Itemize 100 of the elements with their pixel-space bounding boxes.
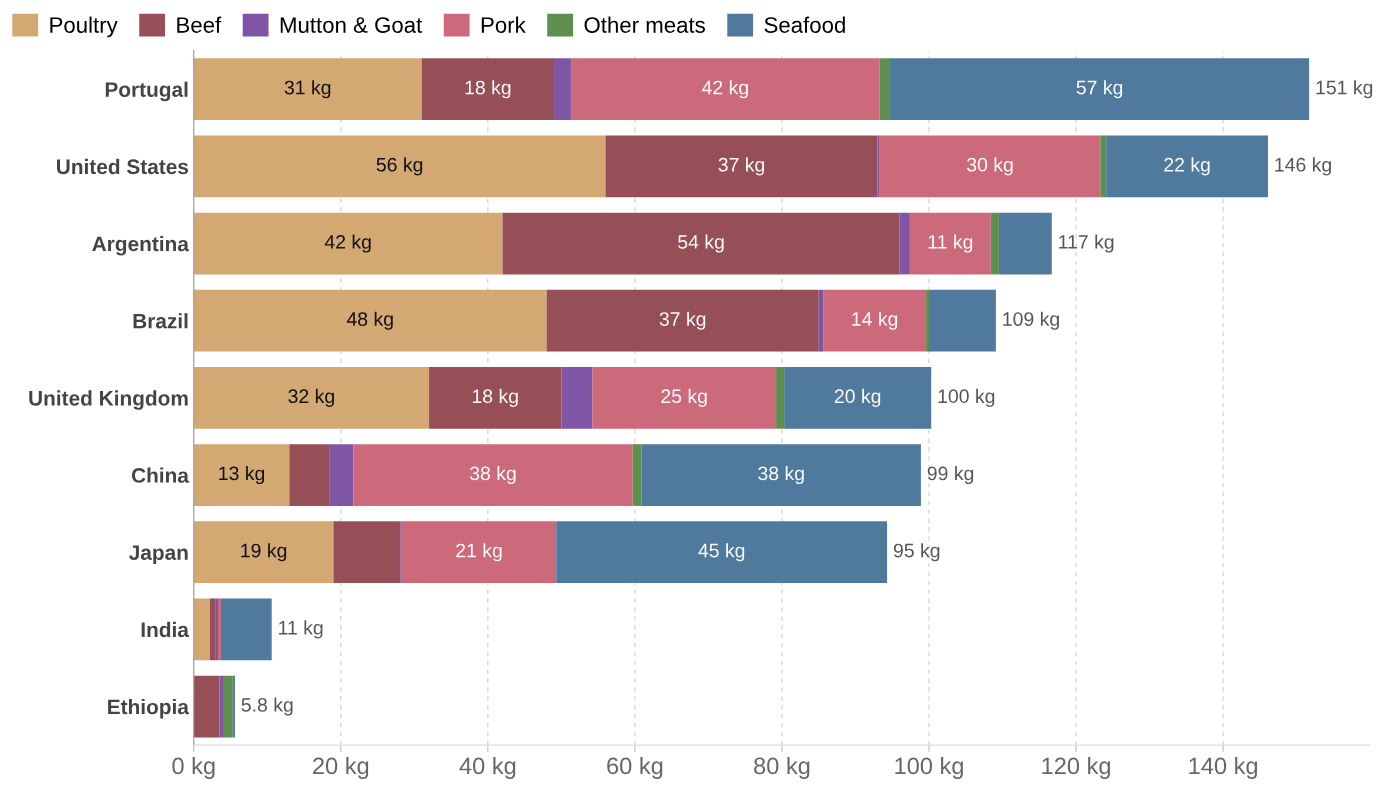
bar (879, 58, 891, 121)
bar (899, 212, 910, 275)
bar (193, 521, 334, 584)
legend-label: Pork (481, 16, 526, 33)
y-tick-label: China (131, 467, 190, 483)
total-label: 11 kg (279, 620, 323, 639)
x-tick-label: 100 kg (895, 756, 963, 779)
bar (401, 521, 557, 584)
bar (554, 58, 571, 121)
bar (990, 212, 999, 275)
data-label: 31 kg (284, 80, 331, 99)
total-label: 5.8 kg (241, 697, 293, 716)
bar (818, 289, 824, 352)
bar (879, 135, 1101, 198)
legend-label: Seafood (764, 16, 845, 33)
bar (776, 367, 785, 429)
bar (209, 598, 216, 661)
data-label: 48 kg (346, 311, 393, 330)
x-tick-label: 60 kg (607, 756, 663, 779)
data-label: 57 kg (1076, 80, 1123, 99)
bar (193, 58, 422, 121)
bar (193, 444, 290, 506)
total-label: 151 kg (1316, 80, 1373, 99)
total-label: 117 kg (1059, 234, 1114, 253)
bar (1106, 135, 1268, 198)
bar (193, 598, 210, 661)
bar (193, 367, 430, 429)
data-label: 18 kg (465, 80, 511, 99)
bar (232, 675, 235, 738)
y-tick-label: Brazil (133, 313, 188, 329)
bar (329, 444, 354, 506)
data-label: 30 kg (967, 157, 1013, 176)
bar (193, 135, 606, 198)
bar (223, 675, 233, 738)
data-label: 19 kg (241, 543, 287, 562)
legend-label: Beef (177, 16, 222, 33)
data-label: 20 kg (834, 388, 881, 407)
bar (333, 521, 401, 584)
y-tick-label: United States (57, 158, 189, 175)
data-label: 38 kg (758, 465, 804, 485)
y-tick-label: Argentina (92, 235, 190, 256)
legend-label: Other meats (584, 16, 705, 33)
bar (1100, 135, 1107, 198)
total-label: 100 kg (938, 388, 995, 407)
data-label: 37 kg (718, 157, 765, 176)
data-label: 45 kg (698, 543, 745, 562)
data-label: 42 kg (324, 234, 371, 253)
x-tick-label: 40 kg (459, 756, 516, 779)
bar (890, 58, 1310, 121)
bar (193, 675, 220, 738)
bar (421, 58, 555, 121)
y-tick-label: India (141, 621, 190, 638)
bar (641, 444, 921, 506)
bar (823, 289, 927, 352)
data-label: 18 kg (472, 388, 518, 407)
x-tick-label: 20 kg (313, 756, 369, 779)
data-label: 11 kg (928, 234, 973, 253)
data-label: 37 kg (659, 311, 706, 330)
x-tick-label: 80 kg (754, 756, 810, 779)
data-label: 56 kg (376, 157, 423, 176)
y-tick-label: Portugal (105, 81, 188, 102)
total-label: 146 kg (1275, 157, 1331, 176)
bar (592, 367, 777, 429)
bar (289, 444, 330, 506)
bar (605, 135, 878, 198)
data-label: 32 kg (288, 388, 334, 407)
y-tick-label: Japan (129, 545, 188, 565)
bar (877, 135, 880, 198)
data-label: 14 kg (852, 311, 898, 330)
data-label: 54 kg (678, 234, 724, 253)
data-label: 13 kg (219, 465, 265, 485)
legend-label: Mutton & Goat (280, 17, 423, 33)
bar (926, 289, 930, 352)
bar (193, 212, 503, 275)
bar (556, 521, 888, 584)
bar (998, 212, 1052, 275)
bar (193, 289, 547, 352)
bar (784, 367, 932, 429)
bar (546, 289, 819, 352)
data-label: 22 kg (1164, 157, 1210, 176)
data-label: 38 kg (469, 465, 516, 485)
x-tick-label: 0 kg (172, 756, 215, 779)
bar (502, 212, 900, 275)
bar (632, 444, 642, 506)
bar (220, 598, 272, 661)
total-label: 109 kg (1003, 311, 1059, 330)
x-tick-label: 120 kg (1042, 756, 1110, 779)
bar (570, 58, 880, 121)
total-label: 95 kg (893, 543, 940, 562)
bar (929, 289, 996, 352)
bar (909, 212, 991, 275)
legend-label: Poultry (50, 16, 118, 38)
y-tick-label: United Kingdom (29, 390, 188, 410)
y-tick-label: Ethiopia (108, 698, 190, 719)
total-label: 99 kg (927, 465, 974, 485)
data-label: 42 kg (702, 80, 748, 99)
bar (353, 444, 633, 506)
data-label: 21 kg (456, 543, 502, 562)
bar (429, 367, 562, 429)
x-tick-label: 140 kg (1189, 756, 1258, 779)
